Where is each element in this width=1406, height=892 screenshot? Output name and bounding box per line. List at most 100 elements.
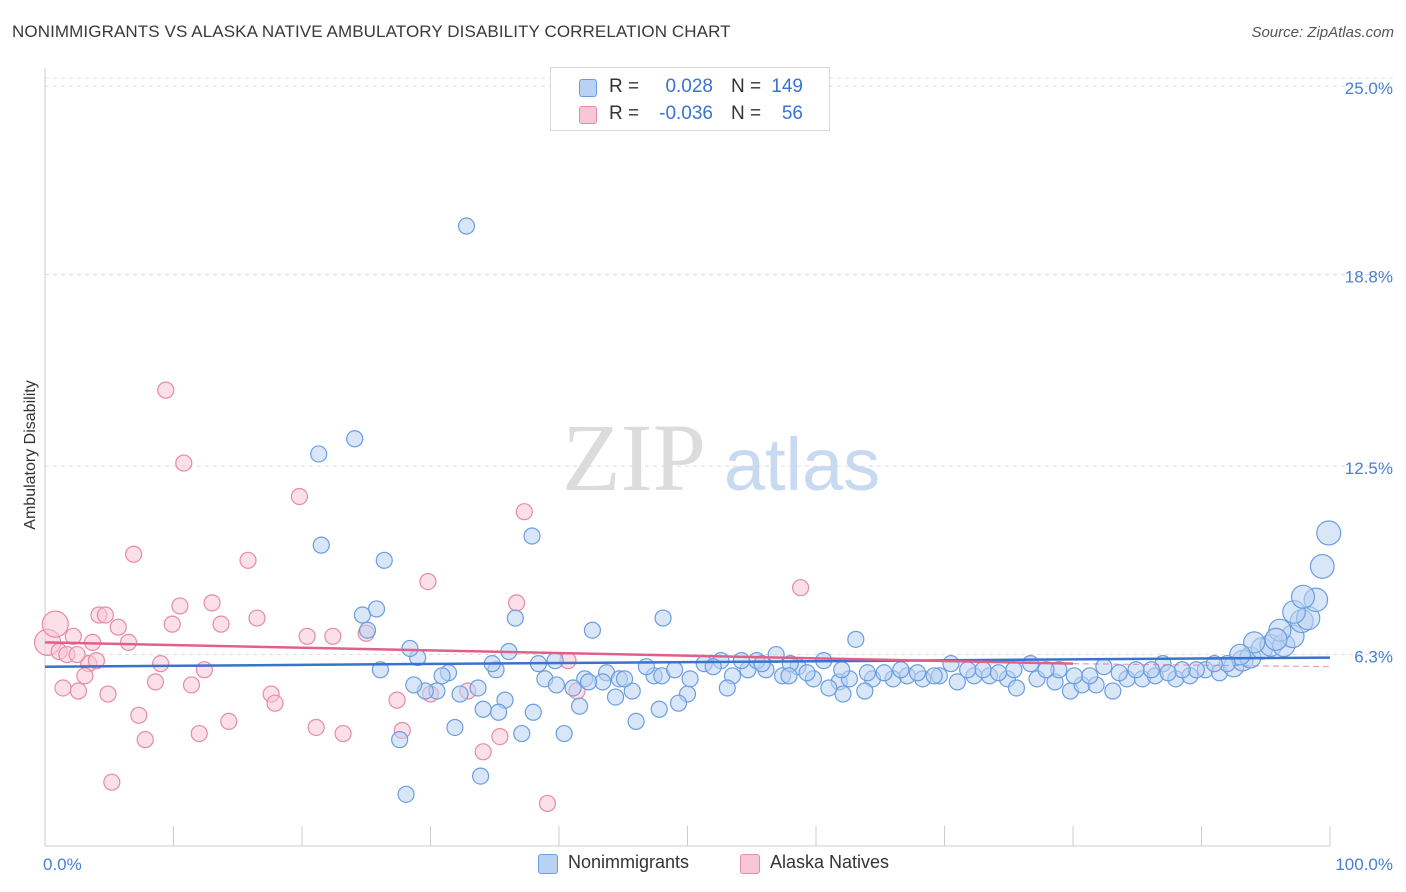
point-alaska-natives	[146, 673, 165, 691]
point-nonimmigrants	[397, 785, 415, 803]
legend-r-label: R =	[609, 76, 640, 97]
point-nonimmigrants	[606, 688, 625, 706]
point-alaska-natives	[87, 652, 106, 670]
legend-r-value: 0.028	[665, 76, 713, 97]
point-alaska-natives	[212, 615, 230, 633]
point-alaska-natives	[239, 551, 257, 569]
point-alaska-natives	[190, 724, 208, 743]
point-alaska-natives	[99, 685, 117, 703]
point-alaska-natives	[130, 706, 148, 724]
stats-legend: R = 0.028 N = 149 R = -0.036 N = 56	[550, 67, 830, 131]
point-nonimmigrants	[1104, 682, 1122, 700]
point-alaska-natives	[41, 610, 69, 638]
point-alaska-natives	[119, 633, 138, 651]
point-nonimmigrants	[446, 718, 464, 737]
point-nonimmigrants	[856, 682, 874, 700]
point-nonimmigrants	[1264, 627, 1288, 651]
legend-row-nonimmigrants: R = 0.028 N = 149	[551, 73, 829, 101]
point-nonimmigrants	[433, 667, 451, 685]
point-alaska-natives	[103, 773, 121, 791]
point-nonimmigrants	[1159, 664, 1177, 682]
trend-alaska-natives-extrapolated	[1072, 663, 1331, 668]
legend-swatch-blue	[579, 79, 597, 97]
point-nonimmigrants	[472, 767, 490, 785]
point-alaska-natives	[220, 712, 238, 730]
point-nonimmigrants	[391, 731, 409, 749]
tick-labels: 6.3% 12.5% 18.8% 25.0% 0.0% 100.0%	[43, 79, 1393, 874]
point-nonimmigrants	[583, 621, 602, 639]
y-tick-label: 6.3%	[1354, 648, 1393, 667]
point-alaska-natives	[324, 627, 342, 645]
point-alaska-natives	[68, 645, 86, 664]
point-alaska-natives	[419, 573, 437, 591]
point-nonimmigrants	[974, 661, 992, 679]
point-nonimmigrants	[833, 661, 851, 679]
x-tick-label: 100.0%	[1335, 855, 1393, 874]
point-nonimmigrants	[718, 679, 736, 697]
point-alaska-natives	[507, 594, 526, 612]
point-nonimmigrants	[524, 703, 542, 721]
trend-lines	[44, 641, 1331, 668]
x-tick-label: 0.0%	[43, 855, 82, 874]
point-nonimmigrants	[1127, 661, 1145, 679]
point-alaska-natives	[474, 743, 492, 761]
point-nonimmigrants	[669, 694, 688, 712]
point-nonimmigrants	[780, 667, 798, 685]
point-nonimmigrants	[875, 664, 893, 682]
point-nonimmigrants	[474, 700, 492, 718]
trend-alaska-natives	[44, 641, 1074, 665]
legend-swatch-pink	[579, 106, 597, 124]
point-nonimmigrants	[948, 673, 966, 691]
bottom-legend-label: Alaska Natives	[770, 852, 890, 872]
legend-n-label: N =	[731, 76, 762, 97]
point-nonimmigrants	[1065, 667, 1083, 685]
point-nonimmigrants	[654, 609, 672, 627]
legend-row-alaska-natives: R = -0.036 N = 56	[551, 100, 829, 128]
point-nonimmigrants	[513, 724, 531, 743]
legend-n-value: 56	[781, 103, 803, 124]
point-nonimmigrants	[989, 664, 1008, 682]
point-nonimmigrants	[1037, 661, 1055, 679]
point-nonimmigrants	[310, 445, 328, 463]
swatch-blue	[538, 854, 558, 874]
legend-r-label: R =	[609, 103, 640, 124]
watermark-zip: ZIP	[562, 404, 706, 511]
point-nonimmigrants	[457, 217, 476, 235]
point-nonimmigrants	[666, 661, 684, 679]
point-nonimmigrants	[623, 682, 641, 700]
point-nonimmigrants	[1290, 584, 1316, 609]
point-nonimmigrants	[469, 679, 487, 697]
point-nonimmigrants	[753, 655, 771, 673]
point-alaska-natives	[538, 794, 557, 813]
watermark: ZIP atlas	[562, 404, 880, 511]
point-nonimmigrants	[847, 630, 865, 648]
point-nonimmigrants	[767, 645, 785, 664]
point-alaska-natives	[152, 655, 170, 673]
point-alaska-natives	[54, 679, 72, 697]
legend-r-value: -0.036	[659, 103, 713, 124]
swatch-pink	[740, 854, 760, 874]
point-alaska-natives	[266, 694, 284, 712]
point-nonimmigrants	[346, 430, 364, 448]
point-alaska-natives	[491, 727, 509, 746]
point-nonimmigrants	[1007, 679, 1026, 697]
point-nonimmigrants	[798, 664, 816, 682]
point-alaska-natives	[69, 682, 88, 700]
point-alaska-natives	[163, 615, 181, 633]
point-alaska-natives	[388, 691, 406, 709]
point-nonimmigrants	[523, 527, 541, 545]
point-nonimmigrants	[834, 685, 852, 703]
chart-title: NONIMMIGRANTS VS ALASKA NATIVE AMBULATOR…	[12, 22, 731, 41]
point-alaska-natives	[157, 381, 175, 399]
point-alaska-natives	[109, 618, 127, 636]
point-nonimmigrants	[1243, 631, 1266, 654]
point-nonimmigrants	[627, 712, 645, 730]
point-alaska-natives	[125, 545, 143, 563]
point-alaska-natives	[182, 676, 201, 694]
point-nonimmigrants	[892, 661, 910, 679]
point-alaska-natives	[171, 597, 189, 615]
point-alaska-natives	[334, 724, 352, 743]
y-tick-label: 25.0%	[1345, 79, 1393, 98]
point-nonimmigrants	[375, 551, 393, 569]
